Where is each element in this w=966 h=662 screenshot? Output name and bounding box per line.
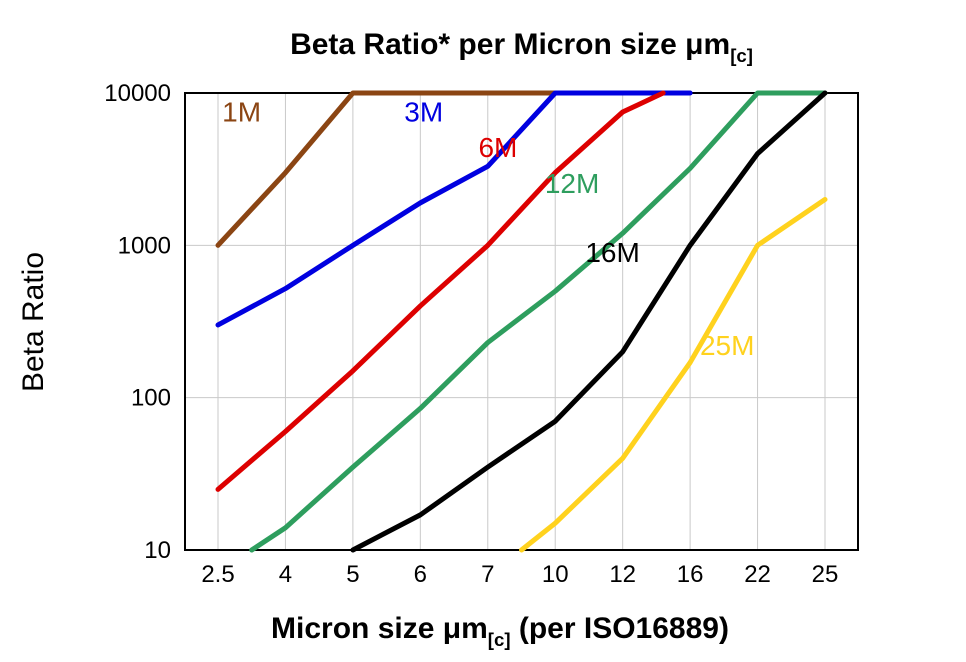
series-label-3M: 3M bbox=[404, 96, 443, 127]
y-tick-label: 10000 bbox=[104, 80, 171, 107]
plot-border bbox=[184, 92, 859, 551]
chart-title-subscript: [c] bbox=[730, 45, 753, 67]
series-label-12M: 12M bbox=[545, 168, 599, 199]
series-line-12M bbox=[249, 90, 828, 553]
chart-title: Beta Ratio* per Micron size μm[c] bbox=[185, 28, 858, 66]
chart-title-text: Beta Ratio* per Micron size bbox=[290, 28, 686, 61]
x-tick-label: 4 bbox=[279, 561, 292, 588]
y-tick-label: 1000 bbox=[118, 232, 171, 259]
x-axis-label-suffix: (per ISO16889) bbox=[510, 612, 729, 645]
y-tick-label: 10 bbox=[144, 537, 171, 564]
chart-title-mu: μm bbox=[685, 28, 731, 61]
x-tick-label: 7 bbox=[481, 561, 494, 588]
series-label-16M: 16M bbox=[585, 237, 639, 268]
x-tick-label: 16 bbox=[677, 561, 704, 588]
series-line-3M bbox=[215, 90, 693, 328]
series-label-1M: 1M bbox=[222, 96, 261, 127]
x-tick-label: 6 bbox=[414, 561, 427, 588]
x-tick-label: 25 bbox=[812, 561, 839, 588]
x-tick-label: 12 bbox=[609, 561, 636, 588]
x-tick-label: 5 bbox=[346, 561, 359, 588]
y-axis-label-text: Beta Ratio bbox=[17, 251, 50, 393]
x-axis-label-mu: μm bbox=[442, 612, 488, 645]
x-tick-label: 2.5 bbox=[201, 561, 234, 588]
series-label-6M: 6M bbox=[478, 132, 517, 163]
series-line-6M bbox=[215, 90, 666, 492]
series-line-1M bbox=[215, 90, 558, 248]
series-line-16M bbox=[350, 90, 828, 553]
series-label-25M: 25M bbox=[700, 330, 754, 361]
x-tick-label: 10 bbox=[542, 561, 569, 588]
series-line-25M bbox=[519, 196, 828, 553]
y-tick-label: 100 bbox=[131, 385, 171, 412]
x-tick-label: 22 bbox=[744, 561, 771, 588]
x-axis-label-text: Micron size bbox=[271, 612, 443, 645]
x-axis-label: Micron size μm[c] (per ISO16889) bbox=[120, 612, 880, 650]
y-axis-label: Beta Ratio bbox=[17, 252, 51, 392]
x-axis-label-subscript: [c] bbox=[487, 629, 511, 651]
